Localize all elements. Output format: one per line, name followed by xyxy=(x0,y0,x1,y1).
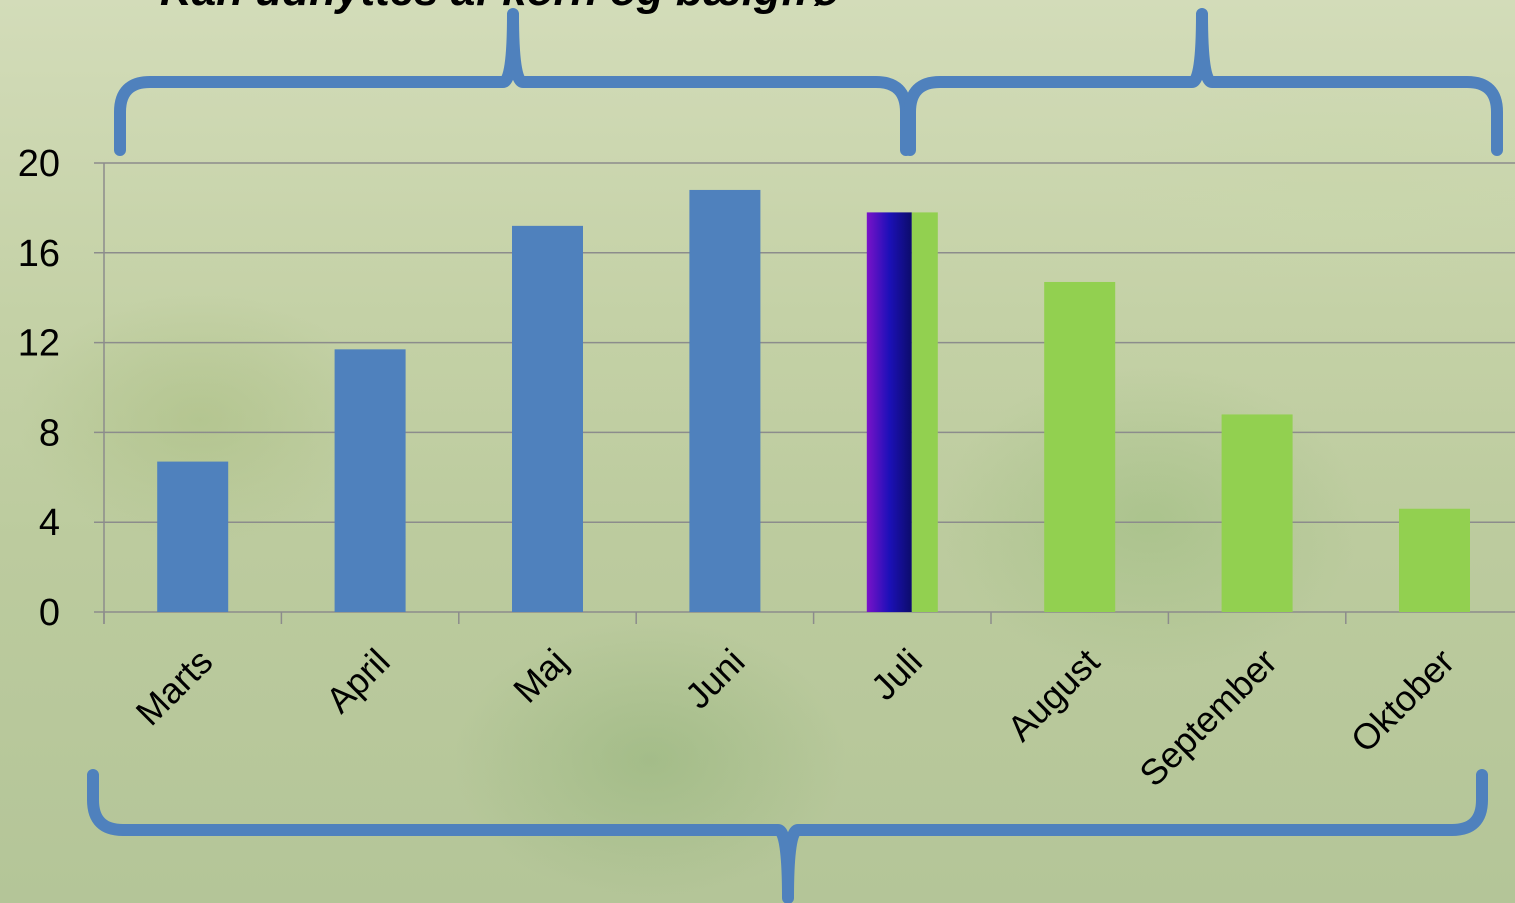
x-label-oktober: Oktober xyxy=(1343,641,1463,761)
y-tick-label: 4 xyxy=(39,502,60,544)
x-label-juli: Juli xyxy=(863,641,930,708)
x-label-september: September xyxy=(1131,641,1285,795)
y-tick-labels: 0 4 8 12 16 20 xyxy=(18,143,60,634)
bar-juli-part2 xyxy=(911,212,938,612)
brackets xyxy=(87,8,1503,903)
x-label-juni: Juni xyxy=(677,641,753,717)
bracket-top-left xyxy=(114,8,912,156)
x-label-april: April xyxy=(318,641,398,721)
x-tick-labels: Marts April Maj Juni Juli August September Okto… xyxy=(128,641,1462,795)
bar-marts xyxy=(157,461,229,612)
x-label-maj: Maj xyxy=(505,641,575,711)
bars xyxy=(157,189,1470,613)
chart-title: Kan udnyttes af korn og bælgfrø xyxy=(160,0,840,16)
y-tick-label: 0 xyxy=(39,592,60,634)
x-label-marts: Marts xyxy=(128,641,221,734)
y-tick-label: 8 xyxy=(39,412,60,454)
bar-april xyxy=(334,349,406,612)
gridlines xyxy=(94,162,1515,523)
bar-oktober xyxy=(1399,508,1470,612)
bar-juli-part1 xyxy=(866,212,912,612)
y-tick-label: 20 xyxy=(18,143,60,185)
y-tick-label: 16 xyxy=(18,233,60,275)
axes xyxy=(94,163,1515,624)
bar-september xyxy=(1221,414,1293,612)
y-tick-label: 12 xyxy=(18,323,60,365)
bracket-top-right xyxy=(904,8,1503,156)
bar-maj xyxy=(512,225,583,613)
bar-juni xyxy=(689,189,761,612)
bracket-bottom xyxy=(87,769,1488,903)
bar-august xyxy=(1044,281,1116,612)
x-label-august: August xyxy=(999,641,1107,749)
